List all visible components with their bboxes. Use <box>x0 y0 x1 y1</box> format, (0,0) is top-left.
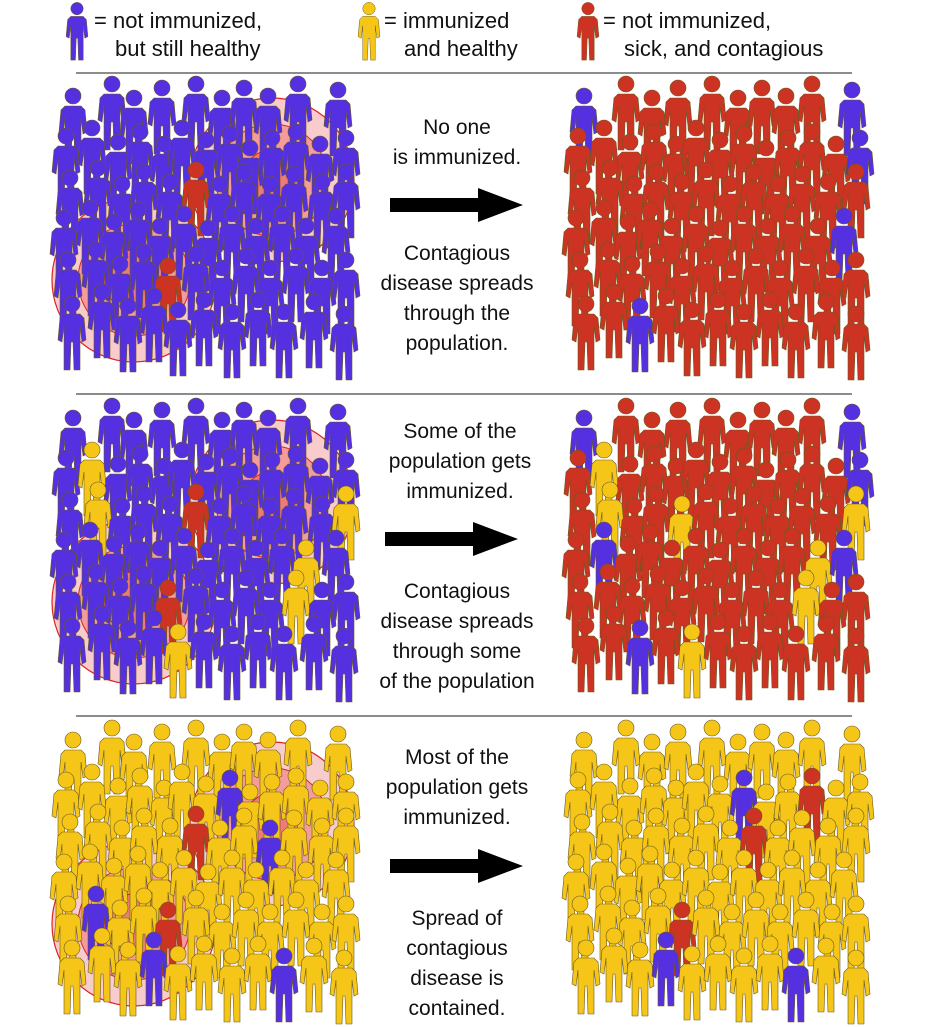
population-after <box>561 397 875 703</box>
person-icon-immunized <box>357 1 381 61</box>
right-arrow-icon <box>390 188 523 222</box>
panel-caption-bottom: Spread of contagious disease is containe… <box>406 907 508 1020</box>
person-icon-immunized <box>841 949 871 1025</box>
panel-caption-top: No one is immunized. <box>393 116 521 169</box>
caption-line: through the <box>404 302 510 325</box>
caption-line: of the population <box>379 670 534 693</box>
caption-line: Contagious <box>404 580 510 603</box>
caption-line: immunized. <box>403 806 510 829</box>
legend: = not immunized, but still healthy = imm… <box>65 1 823 61</box>
arrow-shape <box>385 522 518 556</box>
caption-line: No one <box>423 116 491 139</box>
caption-line: disease is <box>410 967 503 990</box>
panel-caption-top: Most of the population gets immunized. <box>386 746 528 829</box>
legend-yellow: = immunized and healthy <box>357 1 518 61</box>
legend-red: = not immunized, sick, and contagious <box>576 1 823 61</box>
caption-line: through some <box>393 640 521 663</box>
panel-caption-bottom: Contagious disease spreads through the p… <box>381 242 534 355</box>
right-arrow-icon <box>390 849 523 883</box>
person-icon-not-immunized <box>65 1 89 61</box>
panel-no-one-immunized: No one is immunized. Contagious disease … <box>49 75 875 381</box>
legend-blue: = not immunized, but still healthy <box>65 1 262 61</box>
legend-blue-line1: = not immunized, <box>94 8 262 33</box>
caption-line: contagious <box>406 937 508 960</box>
caption-line: is immunized. <box>393 146 521 169</box>
caption-line: disease spreads <box>381 610 534 633</box>
arrow-shape <box>390 188 523 222</box>
panel-most-immunized: Most of the population gets immunized. S… <box>49 719 875 1025</box>
person-icon-sick <box>576 1 600 61</box>
caption-line: Some of the <box>403 420 516 443</box>
caption-line: population gets <box>389 450 531 473</box>
panel-caption-bottom: Contagious disease spreads through some … <box>379 580 534 693</box>
population-after <box>561 75 875 381</box>
legend-blue-line2: but still healthy <box>115 36 261 61</box>
caption-line: population gets <box>386 776 528 799</box>
panel-caption-top: Some of the population gets immunized. <box>389 420 531 503</box>
caption-line: Contagious <box>404 242 510 265</box>
arrow-shape <box>390 849 523 883</box>
legend-yellow-line2: and healthy <box>404 36 518 61</box>
caption-line: immunized. <box>406 480 513 503</box>
caption-line: disease spreads <box>381 272 534 295</box>
person-icon-not-immunized <box>65 1 89 61</box>
person-icon-immunized <box>357 1 381 61</box>
caption-line: Most of the <box>405 746 509 769</box>
person-icon-sick <box>576 1 600 61</box>
panel-some-immunized: Some of the population gets immunized. C… <box>49 397 875 703</box>
caption-line: contained. <box>409 997 506 1020</box>
person-icon-sick <box>841 305 871 381</box>
person-icon-sick <box>841 627 871 703</box>
legend-yellow-line1: = immunized <box>384 8 509 33</box>
population-after <box>561 719 875 1025</box>
caption-line: population. <box>406 332 509 355</box>
right-arrow-icon <box>385 522 518 556</box>
caption-line: Spread of <box>411 907 502 930</box>
legend-red-line2: sick, and contagious <box>624 36 823 61</box>
legend-red-line1: = not immunized, <box>603 8 771 33</box>
